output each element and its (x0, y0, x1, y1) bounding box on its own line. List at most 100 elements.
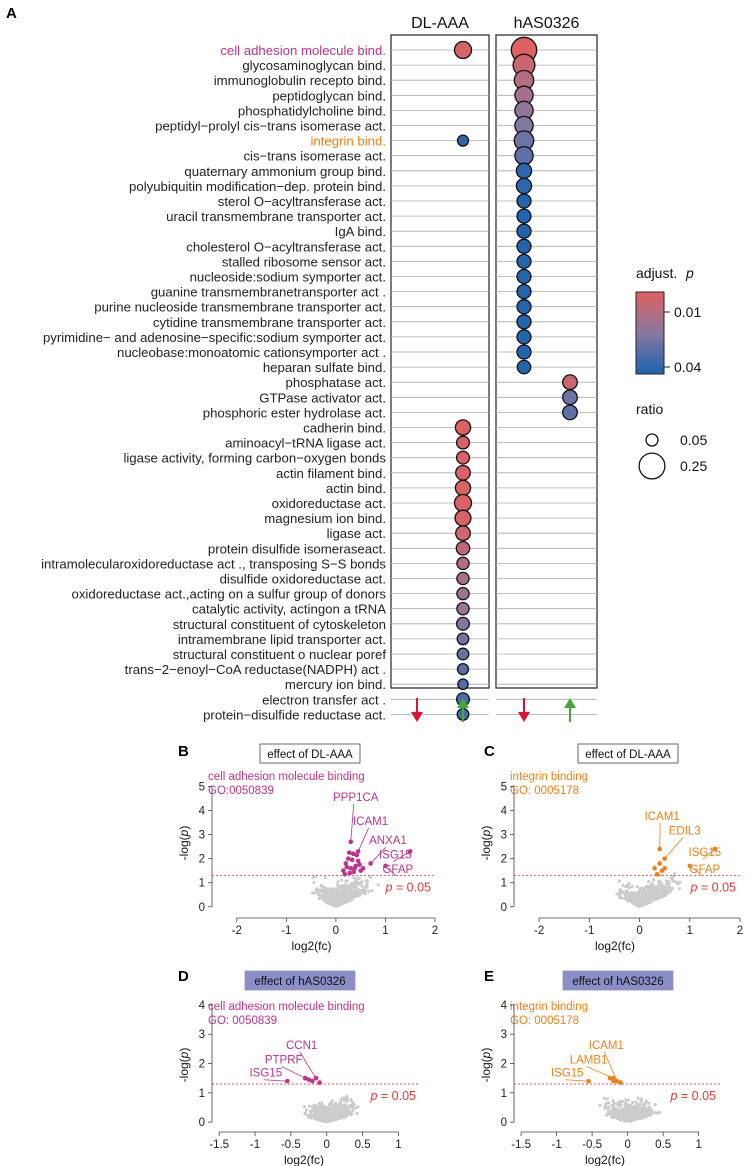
background-point (320, 1108, 324, 1112)
background-point (623, 1101, 628, 1105)
background-point (621, 1099, 625, 1104)
gene-label: GFAP (382, 864, 413, 876)
background-point (362, 886, 366, 890)
term-label: nucleobase:monoatomic cationsymporter ac… (117, 345, 386, 360)
y-tick-label: 0 (501, 902, 507, 914)
dot-mark (516, 314, 532, 330)
background-point (320, 1101, 324, 1105)
x-tick-label: -2 (232, 925, 242, 937)
volcano-panel-b: effect of DL-AAA p = 0.05 PPP1CA ICAM1 ANXA1… (177, 743, 438, 953)
background-point (626, 889, 630, 893)
gene-label: ISG15 (689, 847, 722, 859)
background-point (635, 1116, 639, 1120)
background-point (345, 1097, 349, 1101)
term-label: mercury ion bind. (285, 677, 386, 692)
dot-mark (455, 450, 471, 465)
background-point (644, 885, 648, 889)
dot-mark (453, 493, 473, 513)
panel-label-c: C (484, 743, 495, 760)
background-point (318, 888, 323, 892)
background-point (642, 892, 646, 897)
background-point (659, 885, 663, 889)
background-point (352, 875, 356, 880)
y-axis-label-suffix: ) (479, 826, 493, 830)
background-point (340, 884, 344, 888)
gene-label: PTPRF (265, 1055, 303, 1067)
background-point (627, 1109, 631, 1113)
term-label: cadherin bind. (303, 421, 386, 436)
x-axis-label: log2(fc) (291, 939, 331, 953)
term-label: cell adhesion molecule bind. (220, 43, 386, 58)
term-label: glycosaminoglycan bind. (242, 58, 386, 73)
background-point (606, 1110, 610, 1114)
background-point (354, 878, 358, 882)
x-tick-label: -1 (250, 1139, 260, 1151)
threshold-p: p (384, 880, 395, 894)
background-point (350, 895, 354, 900)
background-point (638, 1111, 642, 1115)
y-axis-label-p: p (177, 1051, 191, 1059)
background-point (618, 888, 622, 892)
highlight-point (357, 862, 362, 867)
gene-leader-line (603, 1051, 618, 1082)
y-axis-label-p: p (479, 1051, 493, 1059)
threshold-value: = 0.05 (701, 880, 736, 894)
dot-mark (562, 389, 578, 406)
column-header: hAS0326 (514, 15, 580, 32)
x-tick-label: -0.5 (281, 1139, 301, 1151)
threshold-value: = 0.05 (381, 1089, 416, 1103)
background-point (335, 887, 339, 891)
background-point (649, 1112, 653, 1116)
gene-label: ISG15 (379, 850, 412, 862)
background-point (662, 894, 666, 898)
dot-mark (455, 525, 471, 542)
effect-label: effect of DL-AAA (585, 749, 671, 761)
background-point (353, 894, 357, 898)
color-legend-title: adjust. (636, 265, 677, 281)
background-point (334, 904, 338, 908)
y-axis-label: -log(p) (177, 1048, 191, 1083)
background-point (639, 1099, 643, 1104)
go-dot-plot: DL-AAA hAS0326 cell adhesion molecule bind… (41, 15, 598, 722)
dot-mark (455, 616, 471, 631)
term-label: cholesterol O−acyltransferase act. (186, 239, 386, 254)
y-tick-label: 4 (501, 806, 508, 818)
background-point (598, 1103, 602, 1108)
background-point (616, 1108, 620, 1112)
dot-panel-frame (495, 34, 598, 689)
background-point (654, 887, 659, 891)
background-point (362, 890, 366, 894)
volcano-plots: effect of DL-AAA p = 0.05 PPP1CA ICAM1 ANXA1… (177, 743, 743, 1166)
background-point (310, 1105, 315, 1109)
highlight-point (317, 1080, 322, 1085)
term-name: cell adhesion molecule binding (208, 1001, 365, 1013)
background-point (326, 1116, 330, 1120)
background-point (658, 894, 662, 898)
background-point (636, 1096, 640, 1100)
y-tick-label: 4 (199, 806, 206, 818)
term-label: catalytic activity, actingon a tRNA (192, 602, 386, 617)
term-label: electron transfer act . (262, 692, 386, 707)
background-point (643, 1102, 648, 1106)
x-tick-label: -1.5 (209, 1139, 229, 1151)
background-point (676, 882, 680, 886)
gene-label: EDIL3 (669, 826, 701, 838)
background-point (653, 1102, 657, 1107)
term-label: intramembrane lipid transporter act. (178, 632, 386, 647)
term-label: uracil transmembrane transporter act. (166, 209, 386, 224)
background-point (667, 883, 671, 887)
dot-mark (457, 678, 469, 691)
x-tick-label: 0.5 (655, 1139, 671, 1151)
term-label: cytidine transmembrane transporter act. (153, 315, 386, 330)
term-label: trans−2−enoyl−CoA reductase(NADPH) act . (125, 662, 386, 677)
background-point (340, 1116, 344, 1120)
volcano-panel-c: effect of DL-AAA p = 0.05 ICAM1 EDIL3 ISG15 G… (479, 743, 743, 953)
background-point (677, 886, 681, 891)
x-tick-label: -0.5 (582, 1139, 602, 1151)
gene-leader-line (350, 803, 355, 842)
background-point (602, 1096, 606, 1100)
gene-leader-line (664, 837, 684, 859)
term-label: polyubiquitin modification−dep. protein … (129, 179, 386, 194)
highlight-point (348, 865, 354, 871)
background-point (336, 884, 341, 888)
